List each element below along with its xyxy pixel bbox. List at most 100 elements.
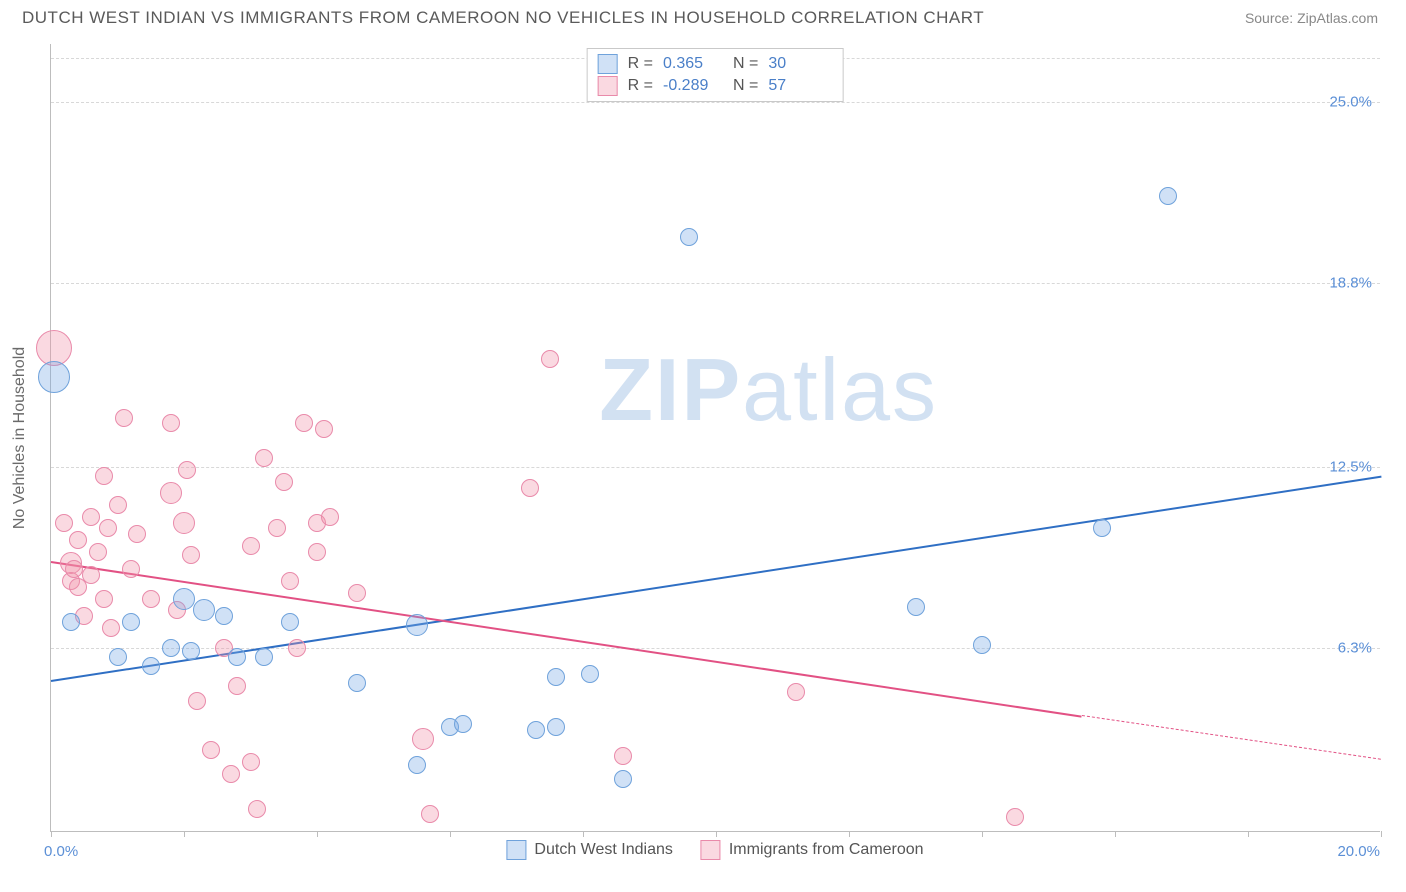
data-point-pink — [315, 420, 333, 438]
data-point-pink — [281, 572, 299, 590]
data-point-blue — [973, 636, 991, 654]
legend-label-pink: Immigrants from Cameroon — [729, 841, 924, 859]
data-point-blue — [215, 607, 233, 625]
data-point-pink — [614, 747, 632, 765]
data-point-pink — [787, 683, 805, 701]
x-tick — [982, 831, 983, 837]
trend-line — [1082, 715, 1381, 760]
r-value-blue: 0.365 — [663, 55, 723, 73]
data-point-pink — [82, 566, 100, 584]
data-point-pink — [1006, 808, 1024, 826]
data-point-pink — [295, 414, 313, 432]
data-point-pink — [95, 467, 113, 485]
watermark-atlas: atlas — [742, 340, 938, 439]
data-point-blue — [281, 613, 299, 631]
data-point-pink — [82, 508, 100, 526]
legend-item-pink: Immigrants from Cameroon — [701, 840, 924, 860]
data-point-pink — [162, 414, 180, 432]
trend-line — [51, 561, 1082, 718]
n-value-pink: 57 — [768, 77, 828, 95]
y-tick-label: 18.8% — [1329, 275, 1372, 292]
x-tick — [1115, 831, 1116, 837]
swatch-pink — [598, 76, 618, 96]
chart-container: ZIPatlas 6.3%12.5%18.8%25.0% No Vehicles… — [50, 44, 1380, 832]
y-tick-label: 12.5% — [1329, 459, 1372, 476]
data-point-pink — [128, 525, 146, 543]
data-point-pink — [275, 473, 293, 491]
data-point-pink — [268, 519, 286, 537]
data-point-pink — [308, 543, 326, 561]
data-point-pink — [288, 639, 306, 657]
x-tick — [450, 831, 451, 837]
data-point-pink — [348, 584, 366, 602]
x-tick — [849, 831, 850, 837]
data-point-pink — [412, 728, 434, 750]
data-point-blue — [62, 613, 80, 631]
data-point-pink — [65, 560, 83, 578]
n-label: N = — [733, 77, 758, 95]
data-point-pink — [182, 546, 200, 564]
data-point-pink — [255, 449, 273, 467]
x-tick — [51, 831, 52, 837]
data-point-blue — [193, 599, 215, 621]
data-point-blue — [173, 588, 195, 610]
data-point-blue — [454, 715, 472, 733]
data-point-pink — [102, 619, 120, 637]
gridline — [51, 283, 1380, 284]
data-point-blue — [122, 613, 140, 631]
trend-line — [51, 476, 1381, 682]
x-tick — [583, 831, 584, 837]
data-point-blue — [680, 228, 698, 246]
data-point-pink — [222, 765, 240, 783]
gridline — [51, 467, 1380, 468]
data-point-pink — [69, 531, 87, 549]
n-value-blue: 30 — [768, 55, 828, 73]
data-point-pink — [248, 800, 266, 818]
data-point-pink — [173, 512, 195, 534]
stats-row-blue: R = 0.365 N = 30 — [598, 53, 829, 75]
data-point-blue — [162, 639, 180, 657]
data-point-pink — [178, 461, 196, 479]
data-point-blue — [182, 642, 200, 660]
data-point-pink — [188, 692, 206, 710]
data-point-blue — [255, 648, 273, 666]
data-point-pink — [99, 519, 117, 537]
swatch-blue — [506, 840, 526, 860]
data-point-pink — [321, 508, 339, 526]
y-axis-title: No Vehicles in Household — [11, 347, 29, 529]
data-point-pink — [541, 350, 559, 368]
y-tick-label: 6.3% — [1338, 640, 1372, 657]
x-tick — [317, 831, 318, 837]
data-point-blue — [406, 614, 428, 636]
data-point-pink — [521, 479, 539, 497]
legend-label-blue: Dutch West Indians — [534, 841, 672, 859]
data-point-pink — [89, 543, 107, 561]
data-point-pink — [421, 805, 439, 823]
data-point-blue — [1093, 519, 1111, 537]
y-tick-label: 25.0% — [1329, 94, 1372, 111]
source-attribution: Source: ZipAtlas.com — [1245, 10, 1378, 26]
data-point-blue — [408, 756, 426, 774]
stats-legend-box: R = 0.365 N = 30 R = -0.289 N = 57 — [587, 48, 844, 102]
data-point-pink — [142, 590, 160, 608]
r-value-pink: -0.289 — [663, 77, 723, 95]
watermark-zip: ZIP — [599, 340, 742, 439]
data-point-blue — [38, 361, 70, 393]
chart-title: DUTCH WEST INDIAN VS IMMIGRANTS FROM CAM… — [22, 8, 984, 28]
n-label: N = — [733, 55, 758, 73]
data-point-pink — [228, 677, 246, 695]
plot-area: ZIPatlas 6.3% 12.5% 18.8% 25.0% — [50, 44, 1380, 832]
data-point-blue — [109, 648, 127, 666]
swatch-pink — [701, 840, 721, 860]
data-point-blue — [547, 668, 565, 686]
data-point-blue — [547, 718, 565, 736]
data-point-blue — [1159, 187, 1177, 205]
x-tick — [716, 831, 717, 837]
watermark: ZIPatlas — [599, 339, 938, 441]
x-tick — [1248, 831, 1249, 837]
data-point-pink — [242, 753, 260, 771]
data-point-pink — [202, 741, 220, 759]
x-tick — [1381, 831, 1382, 837]
data-point-blue — [348, 674, 366, 692]
stats-row-pink: R = -0.289 N = 57 — [598, 75, 829, 97]
